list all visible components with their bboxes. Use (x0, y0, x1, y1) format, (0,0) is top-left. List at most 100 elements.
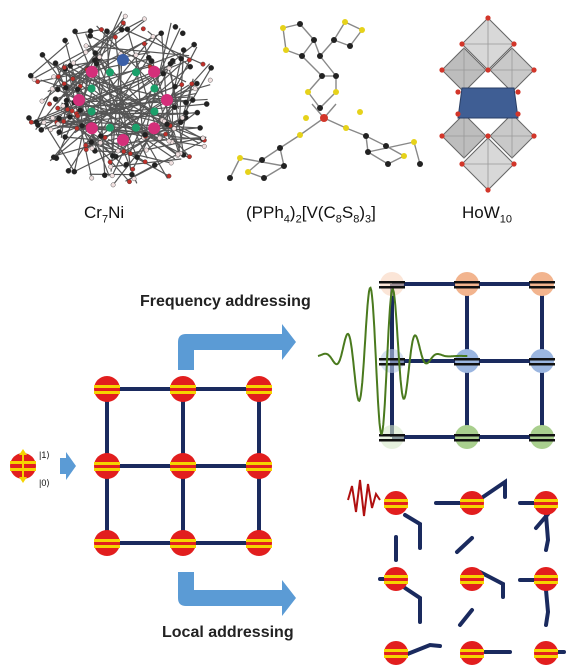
atom (48, 127, 54, 132)
metal-atom (85, 65, 98, 78)
bond (35, 15, 126, 131)
atom (39, 98, 45, 104)
atom (183, 109, 189, 116)
atom (183, 99, 189, 106)
fluoride-atom (150, 107, 159, 116)
bond (349, 29, 363, 47)
atom (317, 53, 323, 59)
qubit-node (460, 491, 484, 515)
atom (134, 154, 140, 160)
atom (70, 76, 76, 82)
local-addressing-label: Local addressing (162, 624, 294, 641)
bond (84, 99, 193, 107)
atom (179, 30, 186, 37)
atom (417, 161, 423, 167)
bond (74, 31, 138, 184)
local-grid (378, 478, 566, 665)
bond (365, 135, 387, 147)
frequency-qubit-node (379, 349, 405, 373)
how10-caption: HoW10 (462, 203, 513, 226)
bond (345, 127, 367, 137)
atom (55, 121, 61, 127)
atom (62, 134, 68, 140)
qubit-node (534, 567, 558, 591)
frequency-qubit-node (454, 272, 480, 296)
atom (237, 155, 243, 161)
atom (130, 166, 136, 172)
atom (110, 182, 116, 188)
atom (83, 142, 89, 148)
bond (319, 55, 337, 77)
qubit-node (94, 530, 120, 556)
atom (146, 54, 152, 61)
atom (109, 153, 116, 159)
atom (331, 37, 337, 43)
oxygen-atom (439, 133, 445, 139)
atom (74, 86, 81, 93)
atom (172, 24, 179, 30)
atom (50, 115, 55, 121)
atom (297, 21, 303, 27)
atom (171, 104, 178, 111)
atom (166, 65, 172, 71)
atom (303, 115, 309, 121)
atom (357, 109, 363, 115)
atom (203, 101, 210, 107)
atom (194, 109, 201, 116)
atom (171, 126, 177, 132)
bond (319, 39, 335, 57)
frequency-qubit-node (529, 425, 555, 449)
atom (365, 149, 371, 155)
bond (74, 96, 193, 104)
cr7ni-molecule-illustration (26, 11, 214, 188)
control-wire (403, 513, 422, 550)
atom (131, 176, 137, 182)
atom (75, 113, 81, 119)
bond (299, 117, 325, 136)
atom (187, 63, 193, 70)
fluoride-atom (105, 68, 114, 77)
atom (164, 121, 170, 128)
control-wire (481, 478, 507, 499)
qubit-node (94, 453, 120, 479)
frequency-arrow (178, 324, 296, 370)
holmium-center (457, 87, 519, 119)
atom (158, 30, 165, 37)
atom (26, 115, 32, 121)
qubit-node (94, 376, 120, 402)
single-qubit-icon (10, 449, 36, 483)
atom (245, 169, 251, 175)
atom (411, 139, 417, 145)
atom (127, 179, 132, 185)
atom (74, 126, 80, 131)
vanadium-caption: (PPh4)2[V(C8S8)3] (246, 203, 376, 226)
oxygen-atom (515, 89, 521, 95)
bond (135, 55, 144, 133)
atom (127, 151, 133, 156)
atom (192, 86, 198, 92)
atom (163, 131, 168, 137)
atom (168, 160, 174, 166)
cr7ni-caption: Cr7Ni (84, 203, 125, 226)
qubit-node (170, 530, 196, 556)
atom (297, 132, 303, 138)
atom (401, 153, 407, 159)
atom (49, 86, 55, 92)
fluoride-atom (132, 123, 141, 132)
control-wire (534, 512, 550, 530)
atom (311, 37, 317, 43)
atom (157, 135, 163, 141)
frequency-qubit-node (454, 425, 480, 449)
atom (109, 173, 115, 179)
bond (282, 27, 287, 51)
control-wire (544, 513, 551, 552)
atom (39, 52, 46, 58)
atom (61, 65, 67, 70)
atom (83, 43, 89, 49)
bond (301, 55, 323, 77)
atom (41, 120, 47, 125)
frequency-wave (317, 286, 468, 436)
microwave-pulse-icon (347, 479, 381, 517)
bond (53, 42, 148, 158)
